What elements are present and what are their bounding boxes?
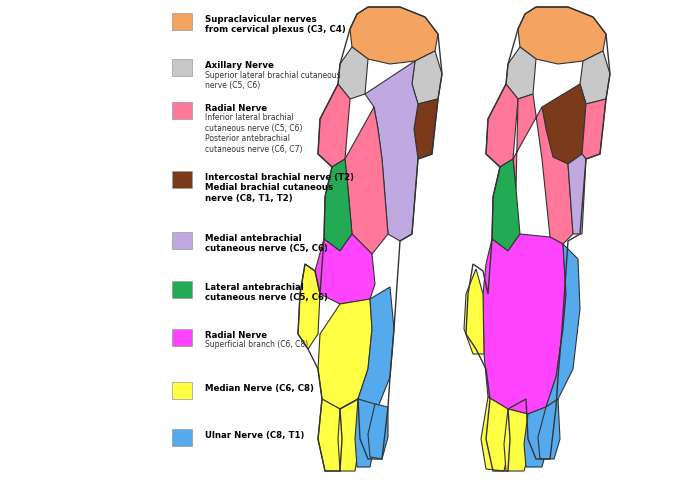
Polygon shape — [355, 399, 376, 467]
Text: Intercostal brachial nerve (T2)
Medial brachial cutaneous
nerve (C8, T1, T2): Intercostal brachial nerve (T2) Medial b… — [205, 173, 354, 203]
Polygon shape — [324, 160, 352, 252]
Polygon shape — [318, 85, 350, 168]
Polygon shape — [483, 235, 566, 414]
Bar — [172, 429, 192, 446]
Polygon shape — [513, 95, 573, 244]
Polygon shape — [542, 85, 586, 165]
Polygon shape — [518, 8, 606, 65]
Text: Lateral antebrachial
cutaneous nerve (C5, C6): Lateral antebrachial cutaneous nerve (C5… — [205, 282, 328, 302]
Bar — [172, 60, 192, 77]
Polygon shape — [318, 300, 372, 409]
Text: Inferior lateral brachial
cutaneous nerve (C5, C6)
Posterior antebrachial
cutane: Inferior lateral brachial cutaneous nerv… — [205, 113, 303, 154]
Bar — [172, 103, 192, 120]
Polygon shape — [338, 399, 360, 471]
Text: Ulnar Nerve (C8, T1): Ulnar Nerve (C8, T1) — [205, 430, 305, 439]
Polygon shape — [492, 160, 520, 252]
Polygon shape — [486, 85, 518, 168]
Polygon shape — [358, 288, 394, 407]
Polygon shape — [538, 399, 560, 459]
Text: Median Nerve (C6, C8): Median Nerve (C6, C8) — [205, 383, 314, 392]
Polygon shape — [524, 407, 548, 467]
Bar — [172, 281, 192, 299]
Bar — [172, 382, 192, 399]
Text: Axillary Nerve: Axillary Nerve — [205, 61, 274, 70]
Text: Superior lateral brachial cutaneous
nerve (C5, C6): Superior lateral brachial cutaneous nerv… — [205, 71, 341, 90]
Polygon shape — [368, 404, 388, 459]
Polygon shape — [345, 108, 388, 254]
Polygon shape — [504, 409, 530, 471]
Bar — [172, 172, 192, 189]
Text: Radial Nerve: Radial Nerve — [205, 330, 267, 339]
Bar — [172, 329, 192, 346]
Text: Superficial branch (C6, C8): Superficial branch (C6, C8) — [205, 340, 308, 349]
Bar — [172, 232, 192, 250]
Polygon shape — [546, 244, 580, 407]
Polygon shape — [338, 48, 368, 100]
Polygon shape — [582, 100, 606, 160]
Polygon shape — [414, 100, 438, 160]
Polygon shape — [350, 8, 438, 65]
Polygon shape — [412, 52, 442, 105]
Polygon shape — [568, 155, 586, 235]
Polygon shape — [318, 399, 342, 471]
Text: Radial Nerve: Radial Nerve — [205, 104, 267, 113]
Polygon shape — [481, 397, 510, 471]
Polygon shape — [298, 264, 320, 349]
Text: Medial antebrachial
cutaneous nerve (C5, C6): Medial antebrachial cutaneous nerve (C5,… — [205, 233, 328, 253]
Polygon shape — [315, 235, 375, 304]
Polygon shape — [365, 62, 418, 241]
Bar — [172, 14, 192, 31]
Text: Supraclavicular nerves
from cervical plexus (C3, C4): Supraclavicular nerves from cervical ple… — [205, 15, 346, 35]
Polygon shape — [506, 48, 536, 100]
Polygon shape — [464, 269, 484, 354]
Polygon shape — [580, 52, 610, 105]
